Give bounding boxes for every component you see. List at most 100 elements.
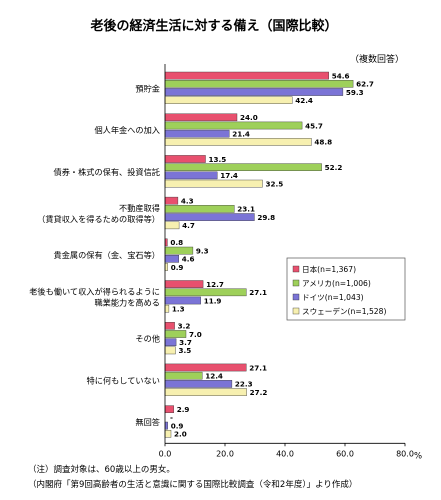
data-label: 27.2 bbox=[250, 388, 268, 397]
legend-swatch bbox=[292, 307, 300, 315]
bar bbox=[164, 371, 203, 380]
data-label: 4.7 bbox=[182, 221, 195, 230]
bar bbox=[164, 338, 177, 347]
bar bbox=[164, 113, 238, 122]
legend-swatch bbox=[292, 265, 300, 273]
bar bbox=[164, 330, 187, 338]
data-label: 4.6 bbox=[182, 255, 195, 264]
bar bbox=[164, 79, 354, 88]
x-tick-label: 60.0 bbox=[336, 449, 354, 458]
category-label: （賃貸収入を得るための取得等） bbox=[37, 214, 160, 224]
bar bbox=[164, 296, 201, 305]
legend-swatch bbox=[292, 279, 300, 287]
bar bbox=[164, 363, 247, 372]
chart-subtitle: （複数回答） bbox=[350, 53, 404, 65]
x-tick-label: 0.0 bbox=[159, 449, 172, 458]
bar bbox=[164, 129, 230, 138]
bar bbox=[164, 196, 179, 205]
data-label: - bbox=[170, 413, 173, 422]
bar bbox=[164, 246, 194, 255]
legend-label: アメリカ(n=1,006) bbox=[302, 279, 371, 288]
data-label: 22.3 bbox=[235, 380, 253, 389]
bar bbox=[164, 205, 235, 213]
legend-label: 日本(n=1,367) bbox=[302, 264, 356, 274]
data-label: 24.0 bbox=[240, 113, 258, 122]
data-label: 12.4 bbox=[205, 372, 223, 381]
data-label: 0.9 bbox=[171, 263, 184, 272]
unit-label: % bbox=[414, 451, 422, 461]
bar bbox=[164, 138, 312, 146]
bar bbox=[164, 346, 176, 355]
bar bbox=[164, 96, 293, 104]
bar bbox=[164, 179, 263, 188]
data-label: 11.9 bbox=[204, 296, 222, 305]
bar bbox=[164, 213, 255, 221]
data-label: 3.5 bbox=[179, 346, 192, 355]
bar bbox=[164, 322, 175, 330]
data-label: 3.2 bbox=[178, 322, 191, 331]
bar bbox=[164, 171, 218, 180]
x-tick-label: 20.0 bbox=[216, 449, 234, 458]
data-label: 12.7 bbox=[206, 280, 224, 289]
category-label: 老後も働いて収入が得られるように bbox=[29, 286, 160, 296]
bar bbox=[164, 280, 204, 288]
data-label: 13.5 bbox=[209, 155, 227, 164]
bar bbox=[164, 221, 180, 230]
bar bbox=[164, 288, 247, 297]
data-label: 17.4 bbox=[220, 171, 238, 180]
data-label: 52.2 bbox=[325, 163, 343, 172]
category-label: 預貯金 bbox=[135, 83, 160, 93]
bar bbox=[164, 155, 206, 163]
data-label: 32.5 bbox=[266, 179, 284, 188]
category-label: 貴金属の保有（金、宝石等） bbox=[54, 250, 160, 260]
data-label: 2.0 bbox=[174, 430, 187, 439]
footnote-source: （内閣府「第9回高齢者の生活と意識に関する国際比較調査（令和2年度）」より作成） bbox=[28, 480, 358, 490]
data-label: 27.1 bbox=[249, 363, 267, 372]
category-label: 不動産取得 bbox=[119, 203, 160, 213]
bar bbox=[164, 263, 168, 271]
data-label: 54.6 bbox=[332, 71, 350, 80]
category-label: 特に何もしていない bbox=[87, 375, 160, 385]
data-label: 4.3 bbox=[181, 197, 194, 206]
legend-box bbox=[286, 257, 406, 321]
data-label: 0.9 bbox=[171, 421, 184, 430]
data-label: 7.0 bbox=[189, 330, 202, 339]
chart-title: 老後の経済生活に対する備え（国際比較） bbox=[89, 18, 337, 34]
data-label: 27.1 bbox=[249, 288, 267, 297]
data-label: 0.8 bbox=[170, 238, 183, 247]
data-label: 9.3 bbox=[196, 246, 209, 255]
bar bbox=[164, 121, 303, 130]
category-label: その他 bbox=[135, 334, 160, 344]
legend-swatch bbox=[292, 293, 300, 301]
bar bbox=[164, 430, 172, 438]
data-label: 2.9 bbox=[177, 405, 190, 414]
category-label: 無回答 bbox=[135, 417, 160, 427]
bar bbox=[164, 388, 247, 396]
bar bbox=[164, 71, 330, 80]
category-label: 債券・株式の保有、投資信託 bbox=[54, 167, 160, 177]
category-label: 個人年金への加入 bbox=[94, 125, 160, 135]
data-label: 3.7 bbox=[179, 338, 192, 347]
x-tick-label: 80.0 bbox=[396, 449, 414, 458]
legend-label: ドイツ(n=1,043) bbox=[302, 293, 364, 302]
data-label: 21.4 bbox=[232, 130, 250, 139]
bar bbox=[164, 88, 344, 96]
bar bbox=[164, 304, 170, 313]
data-label: 59.3 bbox=[346, 88, 364, 97]
bar bbox=[164, 163, 322, 172]
bar bbox=[164, 380, 233, 388]
data-label: 45.7 bbox=[305, 121, 323, 130]
footnote-survey-target: （注）調査対象は、60歳以上の男女。 bbox=[28, 465, 175, 475]
x-tick-label: 40.0 bbox=[276, 449, 294, 458]
data-label: 23.1 bbox=[237, 205, 255, 214]
category-label: 職業能力を高める bbox=[94, 297, 160, 307]
data-label: 29.8 bbox=[257, 213, 275, 222]
data-label: 1.3 bbox=[172, 305, 185, 314]
data-label: 42.4 bbox=[295, 96, 313, 105]
legend-label: スウェーデン(n=1,528) bbox=[302, 306, 386, 316]
bar bbox=[164, 254, 180, 263]
data-label: 62.7 bbox=[356, 80, 374, 89]
bar bbox=[164, 405, 174, 414]
bar bbox=[164, 421, 168, 430]
